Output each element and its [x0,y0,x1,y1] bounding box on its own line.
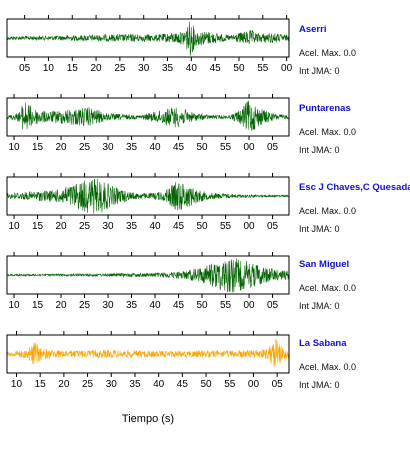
x-tick-label: 20 [91,63,103,74]
x-tick-label: 50 [200,379,212,390]
x-tick-label: 00 [243,300,255,311]
x-tick-label: 10 [8,300,20,311]
x-tick-label: 25 [114,63,126,74]
seismogram-panel: 10 15 20 25 30 35 40 45 50 55 00 05 [6,252,290,311]
x-tick-label: 40 [186,63,198,74]
x-tick-label: 20 [55,142,67,153]
x-tick-label: 30 [138,63,150,74]
jma-intensity-value: Int JMA: 0 [299,145,340,155]
jma-intensity-value: Int JMA: 0 [299,66,340,76]
jma-intensity-value: Int JMA: 0 [299,224,340,234]
x-tick-label: 40 [149,300,161,311]
station-name: Esc J Chaves,C Quesada [299,182,410,193]
seismogram-panel: 10 15 20 25 30 35 40 45 50 55 00 05 [6,173,290,232]
x-tick-label: 30 [106,379,118,390]
jma-intensity-value: Int JMA: 0 [299,380,340,390]
station-name: San Miguel [299,259,350,270]
x-tick-label: 20 [58,379,70,390]
x-tick-label: 55 [224,379,236,390]
x-tick-label: 30 [102,300,114,311]
x-tick-label: 15 [32,300,44,311]
x-tick-label: 30 [102,221,114,232]
seismogram-panel: 10 15 20 25 30 35 40 45 50 55 00 05 [6,94,290,153]
x-tick-label: 00 [248,379,260,390]
seismogram-panel: 05 10 15 20 25 30 35 40 45 50 55 00 [6,15,293,74]
x-tick-label: 15 [35,379,47,390]
x-tick-label: 15 [32,142,44,153]
x-tick-label: 00 [243,221,255,232]
x-tick-label: 05 [267,142,279,153]
station-name: Aserri [299,24,327,35]
waveform-trace [6,21,290,56]
x-tick-label: 35 [126,142,138,153]
acel-max-value: Acel. Max. 0.0 [299,127,357,137]
acel-max-value: Acel. Max. 0.0 [299,206,357,216]
waveform-trace [6,258,290,293]
waveform-trace [6,100,290,131]
x-tick-label: 05 [267,300,279,311]
x-tick-label: 50 [233,63,245,74]
x-tick-label: 15 [32,221,44,232]
x-tick-label: 10 [8,142,20,153]
x-tick-label: 00 [243,142,255,153]
x-tick-label: 35 [126,221,138,232]
x-tick-label: 45 [173,221,185,232]
x-tick-label: 55 [220,221,232,232]
x-tick-label: 25 [82,379,94,390]
panel-frame [6,176,290,216]
acel-max-value: Acel. Max. 0.0 [299,362,357,372]
x-tick-label: 45 [173,142,185,153]
x-tick-label: 25 [79,221,91,232]
station-name: La Sabana [299,338,347,349]
x-axis-title-text: Tiempo (s) [121,413,175,425]
x-tick-label: 15 [67,63,79,74]
x-tick-label: 05 [19,63,31,74]
x-tick-label: 55 [257,63,269,74]
panel-frame [6,255,290,295]
x-tick-label: 50 [196,142,208,153]
x-tick-label: 45 [177,379,189,390]
x-tick-label: 40 [153,379,165,390]
x-tick-label: 35 [126,300,138,311]
x-tick-label: 20 [55,300,67,311]
x-tick-label: 05 [272,379,284,390]
x-tick-label: 35 [162,63,174,74]
x-tick-label: 05 [267,221,279,232]
x-tick-label: 10 [8,221,20,232]
x-tick-label: 35 [129,379,141,390]
x-tick-label: 25 [79,300,91,311]
x-tick-label: 40 [149,142,161,153]
waveform-trace [6,178,290,214]
panel-frame [6,18,290,58]
x-tick-label: 45 [210,63,222,74]
acel-max-value: Acel. Max. 0.0 [299,48,357,58]
x-tick-label: 45 [173,300,185,311]
x-tick-label: 10 [11,379,23,390]
x-tick-label: 50 [196,221,208,232]
x-tick-label: 10 [43,63,55,74]
x-tick-label: 30 [102,142,114,153]
panel-frame [6,334,290,374]
x-tick-label: 20 [55,221,67,232]
x-tick-label: 50 [196,300,208,311]
waveform-trace [6,338,290,367]
station-name: Puntarenas [299,103,351,114]
panel-frame [6,97,290,137]
x-tick-label: 00 [281,63,293,74]
x-tick-label: 55 [220,142,232,153]
jma-intensity-value: Int JMA: 0 [299,301,340,311]
x-tick-label: 40 [149,221,161,232]
seismogram-panel: 10 15 20 25 30 35 40 45 50 55 00 05 [6,331,290,390]
x-tick-label: 55 [220,300,232,311]
x-tick-label: 25 [79,142,91,153]
acel-max-value: Acel. Max. 0.0 [299,283,357,293]
